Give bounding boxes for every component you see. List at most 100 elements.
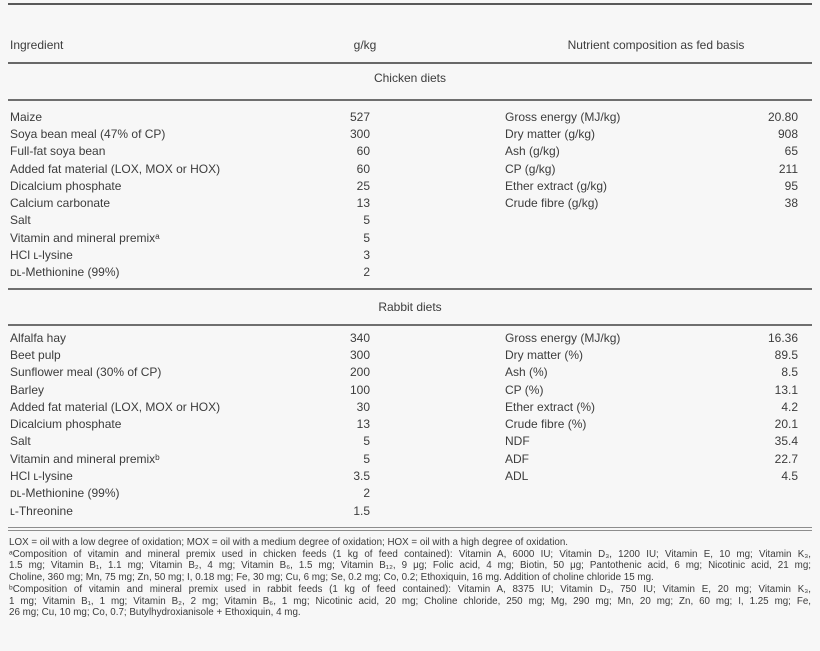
nutrient-value: 16.36 (767, 330, 798, 345)
footnotes: LOX = oil with a low degree of oxidation… (9, 537, 811, 619)
ingredient-name: Dicalcium phosphate (10, 178, 122, 193)
table-row: Soya bean meal (47% of CP) 300 (10, 125, 370, 142)
footnote-a-line-3: Choline, 360 mg; Mn, 75 mg; Zn, 50 mg; I… (9, 572, 654, 584)
table-row: HCl ʟ-lysine 3 (10, 246, 370, 263)
table-row: NDF 35.4 (505, 433, 798, 450)
chicken-section-rule (8, 99, 812, 101)
footnote-abbreviations: LOX = oil with a low degree of oxidation… (9, 537, 569, 548)
ingredient-name: ᴅʟ-Methionine (99%) (10, 486, 120, 501)
table-row: Maize 527 (10, 108, 370, 125)
nutrient-value: 20.80 (767, 109, 798, 124)
section-title-rabbit-diets: Rabbit diets (378, 300, 442, 314)
table-row: Salt 5 (10, 212, 370, 229)
ingredient-name: Added fat material (LOX, MOX or HOX) (10, 161, 221, 176)
table-row: Dry matter (g/kg) 908 (505, 125, 798, 142)
table-row: Gross energy (MJ/kg) 16.36 (505, 329, 798, 346)
table-row: Barley 100 (10, 381, 370, 398)
ingredient-amount: 13 (356, 196, 370, 211)
table-row: Vitamin and mineral premixᵃ 5 (10, 229, 370, 246)
nutrient-name: Dry matter (%) (505, 347, 583, 362)
nutrient-name: Ether extract (%) (505, 399, 596, 414)
table-row: Dicalcium phosphate 25 (10, 177, 370, 194)
table-bottom-double-rule (8, 527, 812, 531)
nutrient-name: CP (%) (505, 382, 544, 397)
table-row: Added fat material (LOX, MOX or HOX) 30 (10, 398, 370, 415)
ingredient-amount: 300 (349, 126, 370, 141)
nutrient-value: 38 (784, 196, 798, 211)
ingredient-name: Added fat material (LOX, MOX or HOX) (10, 399, 221, 414)
section-title-chicken-diets: Chicken diets (373, 71, 447, 85)
footnote-a-line-1: ᵃComposition of vitamin and mineral prem… (9, 548, 811, 560)
ingredient-amount: 25 (356, 178, 370, 193)
column-header-nutrient: Nutrient composition as fed basis (567, 38, 745, 52)
ingredient-amount: 2 (363, 265, 370, 280)
nutrient-name: NDF (505, 434, 530, 449)
table-row: Crude fibre (g/kg) 38 (505, 194, 798, 211)
table-row: Full-fat soya bean 60 (10, 143, 370, 160)
ingredient-amount: 3.5 (353, 469, 370, 484)
ingredient-amount: 5 (363, 213, 370, 228)
table-top-rule (8, 3, 812, 5)
nutrient-name: ADL (505, 469, 529, 484)
table-row: Ether extract (%) 4.2 (505, 398, 798, 415)
ingredient-amount: 5 (363, 434, 370, 449)
ingredient-name: Barley (10, 382, 45, 397)
nutrient-name: Ash (%) (505, 365, 548, 380)
footnote-b-line-1: ᵇComposition of vitamin and mineral prem… (9, 583, 811, 595)
table-row: ʟ-Threonine 1.5 (10, 502, 370, 519)
table-row: Beet pulp 300 (10, 346, 370, 363)
table-row: CP (%) 13.1 (505, 381, 798, 398)
ingredient-name: HCl ʟ-lysine (10, 248, 73, 263)
chicken-nutrients-list: Gross energy (MJ/kg) 20.80 Dry matter (g/… (505, 108, 798, 212)
ingredient-name: Full-fat soya bean (10, 144, 106, 159)
ingredient-name: Salt (10, 434, 31, 449)
ingredient-name: Salt (10, 213, 31, 228)
ingredient-amount: 100 (349, 382, 370, 397)
rabbit-ingredients-list: Alfalfa hay 340 Beet pulp 300 Sunflower me… (10, 329, 370, 519)
ingredient-name: Dicalcium phosphate (10, 417, 122, 432)
table-row: Salt 5 (10, 433, 370, 450)
column-header-amount: g/kg (353, 38, 377, 52)
footnote-b-line-3: 26 mg; Cu, 10 mg; Co, 0.7; Butylhydroxia… (9, 607, 301, 619)
nutrient-name: Crude fibre (%) (505, 417, 587, 432)
nutrient-name: Gross energy (MJ/kg) (505, 109, 621, 124)
nutrient-value: 22.7 (774, 451, 798, 466)
table-row: HCl ʟ-lysine 3.5 (10, 467, 370, 484)
table-row: Ether extract (g/kg) 95 (505, 177, 798, 194)
nutrient-value: 65 (784, 144, 798, 159)
ingredient-amount: 5 (363, 230, 370, 245)
ingredient-name: Beet pulp (10, 347, 61, 362)
nutrient-value: 908 (777, 126, 798, 141)
ingredient-amount: 527 (349, 109, 370, 124)
rabbit-nutrients-list: Gross energy (MJ/kg) 16.36 Dry matter (%)… (505, 329, 798, 485)
table-row: Crude fibre (%) 20.1 (505, 415, 798, 432)
ingredient-amount: 1.5 (353, 503, 370, 518)
nutrient-value: 20.1 (774, 417, 798, 432)
table-row: ᴅʟ-Methionine (99%) 2 (10, 485, 370, 502)
ingredient-amount: 2 (363, 486, 370, 501)
table-row: Alfalfa hay 340 (10, 329, 370, 346)
ingredient-amount: 60 (356, 144, 370, 159)
ingredient-name: ʟ-Threonine (10, 503, 73, 518)
ingredient-name: ᴅʟ-Methionine (99%) (10, 265, 120, 280)
ingredient-amount: 30 (356, 399, 370, 414)
nutrient-value: 211 (778, 161, 798, 176)
footnote-a-line-2: 1.5 mg; Vitamin B₁, 1.1 mg; Vitamin B₂, … (9, 560, 811, 572)
nutrient-value: 35.4 (774, 434, 798, 449)
ingredient-amount: 340 (349, 330, 370, 345)
ingredient-amount: 300 (349, 347, 370, 362)
table-row: Calcium carbonate 13 (10, 194, 370, 211)
nutrient-value: 89.5 (774, 347, 798, 362)
ingredient-name: HCl ʟ-lysine (10, 469, 73, 484)
nutrient-value: 4.5 (781, 469, 798, 484)
table-row: Vitamin and mineral premixᵇ 5 (10, 450, 370, 467)
nutrient-value: 4.2 (781, 399, 798, 414)
table-row: Dicalcium phosphate 13 (10, 415, 370, 432)
nutrient-name: Dry matter (g/kg) (505, 126, 596, 141)
table-row: Sunflower meal (30% of CP) 200 (10, 364, 370, 381)
table-row: CP (g/kg) 211 (505, 160, 798, 177)
nutrient-name: CP (g/kg) (505, 161, 556, 176)
ingredient-name: Calcium carbonate (10, 196, 111, 211)
table-row: Added fat material (LOX, MOX or HOX) 60 (10, 160, 370, 177)
ingredient-amount: 3 (363, 248, 370, 263)
